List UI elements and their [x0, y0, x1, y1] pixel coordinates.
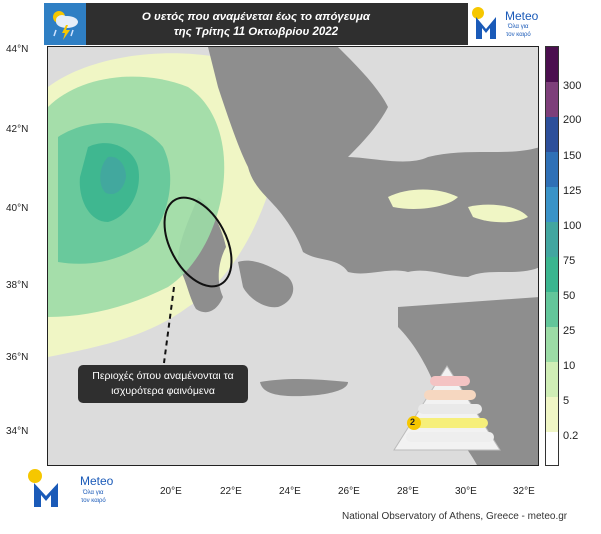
lon-label-28: 28°E: [397, 486, 419, 497]
colorbar-tick-200: 200: [563, 114, 582, 126]
colorbar-tick-10: 10: [563, 360, 576, 372]
weather-icon: [44, 3, 86, 45]
meteo-logo-bottom-tagline1: Όλα για: [83, 490, 104, 496]
lat-label-40: 40°N: [6, 203, 29, 214]
lon-label-20: 20°E: [160, 486, 182, 497]
meteo-logo-top-tagline1: Όλα για: [508, 24, 529, 30]
colorbar-segment: [546, 47, 558, 82]
lat-label-34: 34°N: [6, 426, 29, 437]
colorbar-tick-0-2: 0.2: [563, 430, 579, 442]
map-title-banner: Ο υετός που αναμένεται έως το απόγευμα τ…: [44, 3, 468, 45]
colorbar-segment: [546, 397, 558, 432]
callout-line1: Περιοχές όπου αναμένονται τα: [92, 370, 234, 382]
lat-label-44: 44°N: [6, 44, 29, 55]
lon-label-26: 26°E: [338, 486, 360, 497]
lon-label-22: 22°E: [220, 486, 242, 497]
meteo-logo-top-brand: Meteo: [505, 9, 539, 23]
meteo-logo-top-tagline2: τον καιρό: [506, 32, 531, 38]
colorbar-tick-5: 5: [563, 395, 570, 407]
colorbar-tick-25: 25: [563, 325, 576, 337]
callout-line2: ισχυρότερα φαινόμενα: [111, 385, 215, 397]
meteo-logo-bottom: Meteo Όλα για τον καιρό: [26, 467, 136, 513]
colorbar-segment: [546, 257, 558, 292]
lon-label-32: 32°E: [513, 486, 535, 497]
warning-level-legend: 2: [388, 362, 506, 454]
colorbar-segment: [546, 82, 558, 117]
meteo-logo-bottom-tagline2: τον καιρό: [81, 498, 106, 504]
colorbar-tick-100: 100: [563, 220, 582, 232]
colorbar-tick-300: 300: [563, 80, 582, 92]
map-title-line1: Ο υετός που αναμένεται έως το απόγευμα: [141, 11, 371, 23]
lat-label-42: 42°N: [6, 124, 29, 135]
colorbar-segment: [546, 432, 558, 465]
precipitation-colorbar: [545, 46, 559, 466]
colorbar-segment: [546, 117, 558, 152]
lat-label-38: 38°N: [6, 280, 29, 291]
warning-level-number: 2: [410, 417, 416, 427]
map-title-line2: της Τρίτης 11 Οκτωβρίου 2022: [173, 26, 339, 38]
lon-label-24: 24°E: [279, 486, 301, 497]
lon-label-30: 30°E: [455, 486, 477, 497]
meteo-logo-top: Meteo Όλα για τον καιρό: [468, 3, 548, 45]
footer-credit: National Observatory of Athens, Greece -…: [342, 511, 568, 522]
colorbar-segment: [546, 187, 558, 222]
colorbar-tick-125: 125: [563, 185, 582, 197]
colorbar-tick-75: 75: [563, 255, 576, 267]
colorbar-segment: [546, 152, 558, 187]
colorbar-segment: [546, 362, 558, 397]
colorbar-segment: [546, 292, 558, 327]
lat-label-36: 36°N: [6, 352, 29, 363]
colorbar-segment: [546, 222, 558, 257]
meteo-logo-bottom-brand: Meteo: [80, 474, 114, 488]
colorbar-tick-150: 150: [563, 150, 582, 162]
colorbar-segment: [546, 327, 558, 362]
strongest-phenomena-callout: Περιοχές όπου αναμένονται τα ισχυρότερα …: [78, 365, 248, 403]
colorbar-tick-50: 50: [563, 290, 576, 302]
